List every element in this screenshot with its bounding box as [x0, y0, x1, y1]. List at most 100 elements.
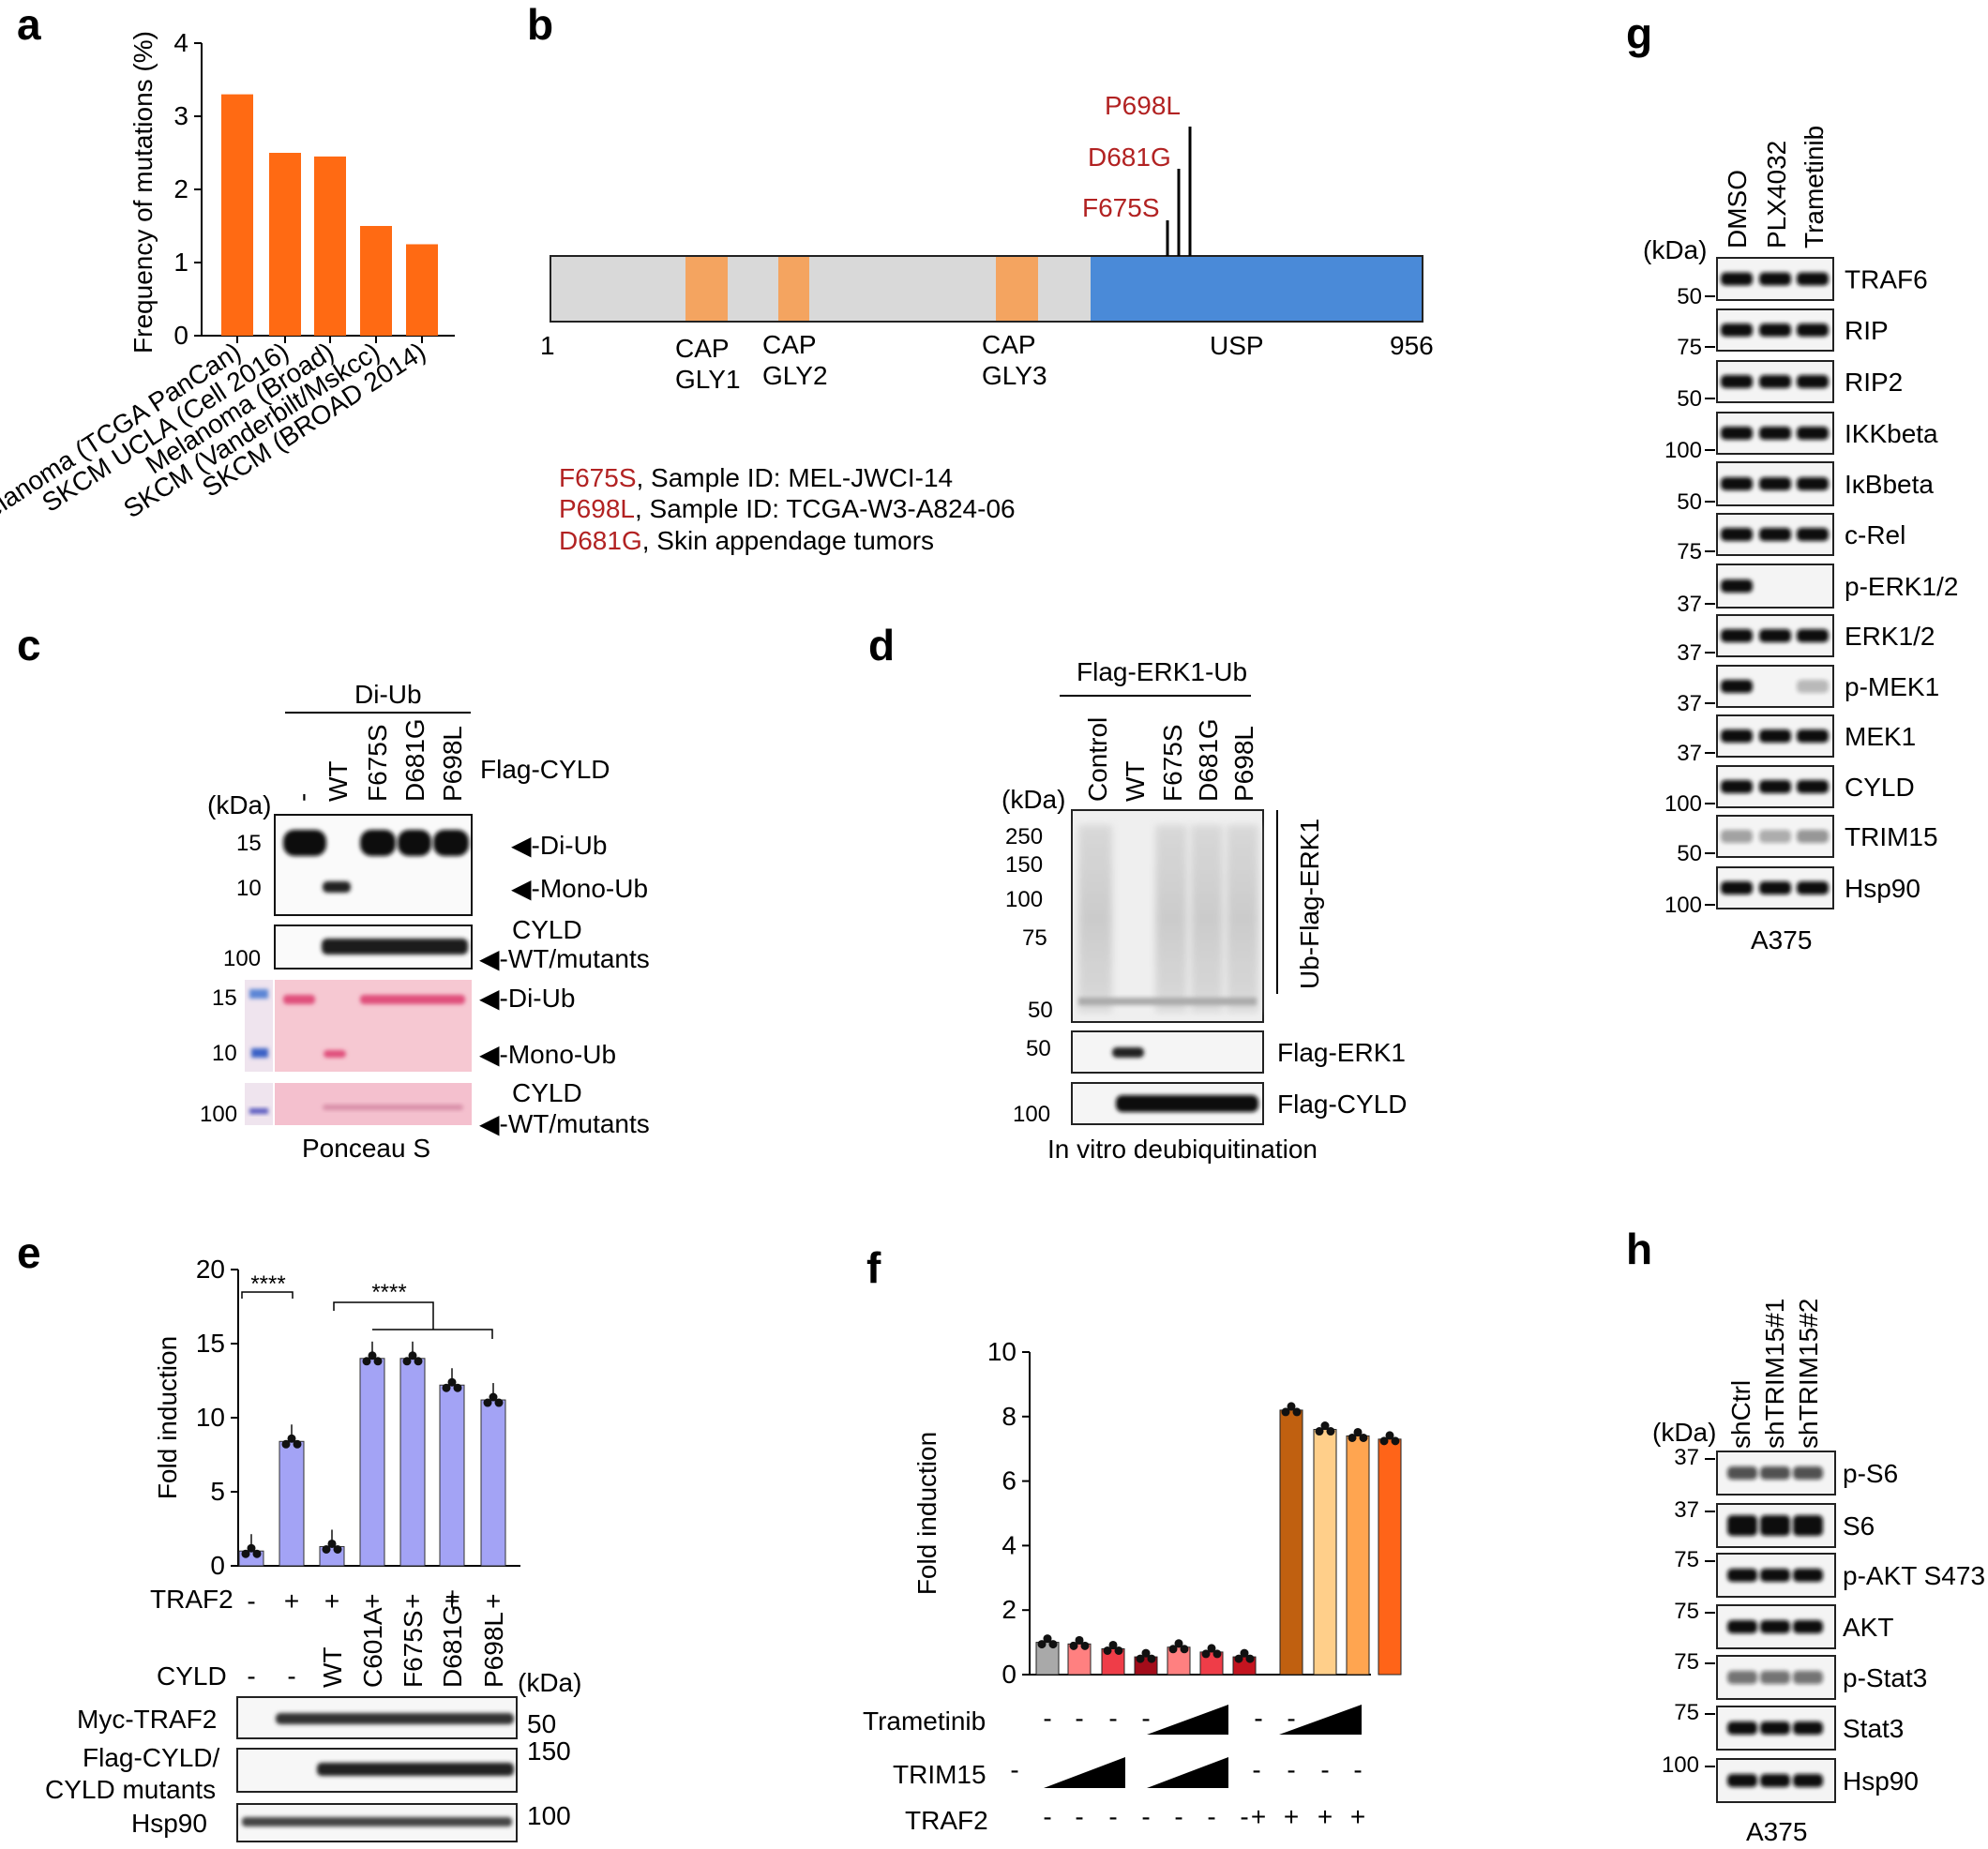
- g-lane-1: DMSO: [1723, 170, 1752, 248]
- f-traf2-sign: +: [1350, 1802, 1365, 1831]
- e-cyld-sign: -: [287, 1661, 295, 1691]
- g-row-marker: 50: [1677, 489, 1702, 515]
- c-flag: Flag-CYLD: [480, 755, 610, 784]
- f-legend: Trametinib TRIM15 TRAF2 - - - - - --- - - - -- - - -…: [863, 1704, 1365, 1835]
- d-marker-1: 250: [1005, 824, 1043, 849]
- f-trametinib-sign: -: [1287, 1704, 1295, 1733]
- f-trametinib-sign: -: [1075, 1704, 1083, 1733]
- protein-end: 956: [1390, 331, 1434, 360]
- note-2: P698L, Sample ID: TCGA-W3-A824-06: [559, 494, 1016, 523]
- h-row-marker: 75: [1674, 1547, 1699, 1572]
- panel-a-label: a: [17, 0, 41, 49]
- g-row-label: TRIM15: [1845, 822, 1938, 851]
- e-cyld-label: CYLD: [157, 1661, 227, 1691]
- f-traf2-sign: +: [1318, 1802, 1333, 1831]
- d-marker-5: 50: [1028, 998, 1053, 1023]
- blot-c: Di-Ub (kDa) Flag-CYLD - WT F675S D681G P…: [200, 680, 650, 1163]
- g-row-label: IκBbeta: [1845, 470, 1934, 499]
- f-trim15-sign: -: [1252, 1755, 1260, 1784]
- f-bar: [1346, 1435, 1370, 1676]
- domain-cap1: CAP: [675, 334, 730, 363]
- chart-e: 0 5 10 15 20 Fold induction **** ****: [153, 1255, 520, 1580]
- panel-h-label: h: [1626, 1225, 1652, 1273]
- d-lane-5: P698L: [1229, 726, 1258, 802]
- d-footer: In vitro deubiquitination: [1047, 1135, 1318, 1164]
- f-traf2-sign: -: [1240, 1802, 1248, 1831]
- e-cyld-sign: D681G+: [438, 1589, 467, 1688]
- h-row-marker: 75: [1674, 1599, 1699, 1624]
- f-bar: [1279, 1409, 1303, 1676]
- e-legend: TRAF2 CYLD (kDa) - + + + + + +- - WT C601A F675S D6…: [45, 1585, 581, 1842]
- f-ytick: 0: [1002, 1660, 1017, 1689]
- g-row-label: p-MEK1: [1845, 672, 1939, 701]
- c-footer: Ponceau S: [302, 1134, 430, 1163]
- e-sig-1: ****: [250, 1271, 285, 1297]
- d-label-1: Flag-ERK1: [1277, 1038, 1406, 1067]
- panel-g-label: g: [1626, 9, 1652, 58]
- c-label-5: ◀-Di-Ub: [479, 984, 575, 1013]
- g-row-marker: 50: [1677, 284, 1702, 309]
- f-traf2-sign: -: [1141, 1802, 1150, 1831]
- d-marker-4: 75: [1022, 925, 1047, 951]
- c-lane-3: F675S: [363, 725, 392, 803]
- c-marker-2: 10: [236, 876, 262, 901]
- c-marker-3: 100: [223, 946, 261, 971]
- f-trametinib-sign: -: [1254, 1704, 1262, 1733]
- e-ytick: 20: [196, 1255, 225, 1284]
- e-ytick: 15: [196, 1329, 225, 1358]
- h-footer: A375: [1746, 1817, 1807, 1846]
- e-bar: [480, 1399, 506, 1567]
- e-marker-3: 100: [527, 1801, 571, 1830]
- g-row-label: ERK1/2: [1845, 622, 1935, 651]
- g-blot-row: [1716, 564, 1834, 609]
- g-row-marker: 37: [1677, 691, 1702, 716]
- c-lane-4: D681G: [400, 718, 429, 802]
- f-traf2-sign: -: [1174, 1802, 1182, 1831]
- e-blot-4: Hsp90: [131, 1809, 207, 1838]
- g-row-label: Hsp90: [1845, 874, 1920, 903]
- h-row-label: p-S6: [1843, 1459, 1898, 1488]
- e-traf2-sign: -: [247, 1586, 255, 1616]
- g-row-label: CYLD: [1845, 773, 1915, 802]
- a-ytick: 4: [173, 28, 188, 57]
- e-cyld-sign: -: [247, 1661, 255, 1691]
- f-trametinib-sign: -: [1043, 1704, 1051, 1733]
- c-label-6: ◀-Mono-Ub: [479, 1040, 616, 1069]
- note-3: D681G, Skin appendage tumors: [559, 526, 934, 555]
- e-traf2-label: TRAF2: [150, 1585, 233, 1614]
- e-ylabel: Fold induction: [153, 1336, 182, 1499]
- c-marker-6: 100: [200, 1102, 237, 1127]
- g-row-marker: 50: [1677, 386, 1702, 412]
- h-row-marker: 37: [1674, 1445, 1699, 1470]
- f-trametinib-wedge-2: [1279, 1705, 1362, 1735]
- e-ytick: 10: [196, 1403, 225, 1432]
- f-trim15-sign: -: [1353, 1755, 1362, 1784]
- f-traf2-label: TRAF2: [905, 1806, 988, 1835]
- e-kda: (kDa): [518, 1668, 581, 1697]
- e-blot-1: Myc-TRAF2: [77, 1705, 217, 1734]
- usp-domain: [1091, 257, 1422, 321]
- g-row-marker: 37: [1677, 592, 1702, 617]
- a-bar: [360, 226, 392, 336]
- h-row-label: Hsp90: [1843, 1766, 1919, 1796]
- d-lane-2: WT: [1121, 760, 1150, 802]
- g-row-label: RIP: [1845, 316, 1889, 345]
- f-traf2-sign: -: [1207, 1802, 1215, 1831]
- e-bar: [279, 1440, 305, 1567]
- c-lane-5: P698L: [438, 726, 467, 802]
- g-row-label: p-ERK1/2: [1845, 572, 1958, 601]
- panel-b-label: b: [527, 0, 553, 49]
- g-row-label: RIP2: [1845, 368, 1903, 397]
- f-trim15-label: TRIM15: [893, 1760, 986, 1789]
- a-bar: [221, 94, 253, 336]
- d-side-label: Ub-Flag-ERK1: [1295, 819, 1324, 989]
- g-row-marker: 100: [1664, 893, 1702, 918]
- cap-gly2-domain: [778, 257, 809, 321]
- g-row-marker: 100: [1664, 438, 1702, 463]
- chart-f: 0 2 4 6 8 10 Fold induction: [912, 1337, 1402, 1689]
- d-kda: (kDa): [1002, 785, 1065, 814]
- h-row-marker: 100: [1662, 1752, 1699, 1778]
- f-trim15-sign: -: [1287, 1755, 1295, 1784]
- e-blot-3: CYLD mutants: [45, 1775, 216, 1804]
